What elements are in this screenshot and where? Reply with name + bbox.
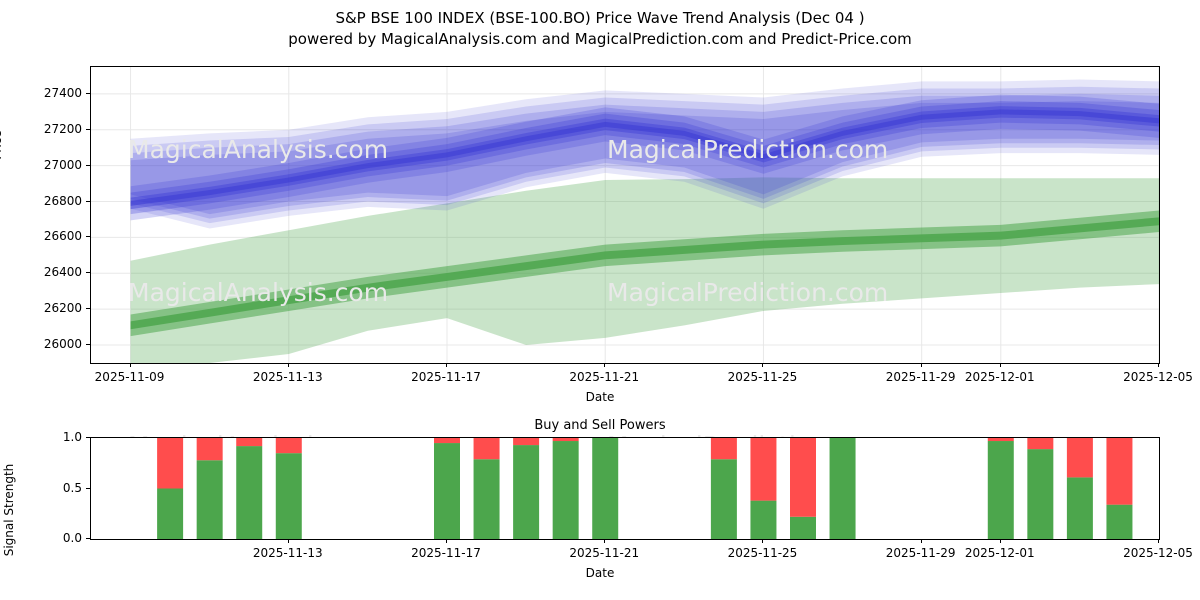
price-ytick-mark bbox=[86, 165, 90, 166]
price-ytick-mark bbox=[86, 129, 90, 130]
sell-power-bar bbox=[553, 438, 579, 441]
price-ytick-label: 27200 bbox=[0, 122, 82, 136]
price-ytick-label: 27400 bbox=[0, 86, 82, 100]
price-xtick-mark bbox=[604, 363, 605, 367]
signal-xtick-mark bbox=[604, 539, 605, 543]
buy-power-bar bbox=[1106, 505, 1132, 539]
price-ytick-mark bbox=[86, 201, 90, 202]
sell-power-bar bbox=[197, 438, 223, 460]
price-wave-chart bbox=[90, 66, 1160, 364]
price-ytick-label: 26000 bbox=[0, 337, 82, 351]
buy-power-bar bbox=[236, 446, 262, 539]
sell-power-bar bbox=[236, 438, 262, 446]
signal-xtick-label: 2025-11-13 bbox=[253, 546, 323, 560]
signal-xtick-mark bbox=[288, 539, 289, 543]
sell-power-bar bbox=[750, 438, 776, 501]
price-ytick-mark bbox=[86, 344, 90, 345]
buy-sell-powers-chart bbox=[90, 437, 1160, 540]
price-ytick-label: 27000 bbox=[0, 158, 82, 172]
buy-power-bar bbox=[474, 459, 500, 539]
price-xtick-mark bbox=[130, 363, 131, 367]
buy-power-bar bbox=[1067, 477, 1093, 539]
chart-page: S&P BSE 100 INDEX (BSE-100.BO) Price Wav… bbox=[0, 0, 1200, 600]
sell-power-bar bbox=[711, 438, 737, 459]
buy-power-bar bbox=[988, 441, 1014, 539]
sell-power-bar bbox=[790, 438, 816, 517]
price-xtick-label: 2025-11-21 bbox=[569, 370, 639, 384]
signal-xtick-mark bbox=[1158, 539, 1159, 543]
buy-power-bar bbox=[790, 517, 816, 539]
price-ytick-label: 26600 bbox=[0, 229, 82, 243]
sell-power-bar bbox=[474, 438, 500, 459]
price-xtick-label: 2025-11-29 bbox=[886, 370, 956, 384]
price-ytick-mark bbox=[86, 308, 90, 309]
sell-power-bar bbox=[1027, 438, 1053, 449]
signal-chart-xlabel: Date bbox=[540, 566, 660, 580]
signal-xtick-label: 2025-11-21 bbox=[569, 546, 639, 560]
price-xtick-label: 2025-11-25 bbox=[728, 370, 798, 384]
price-xtick-label: 2025-12-01 bbox=[965, 370, 1035, 384]
page-title: S&P BSE 100 INDEX (BSE-100.BO) Price Wav… bbox=[0, 8, 1200, 50]
signal-xtick-mark bbox=[1000, 539, 1001, 543]
price-chart-ylabel: Price bbox=[0, 75, 4, 215]
price-ytick-mark bbox=[86, 236, 90, 237]
price-xtick-mark bbox=[446, 363, 447, 367]
signal-ytick-mark bbox=[86, 488, 90, 489]
buy-power-bar bbox=[157, 489, 183, 540]
sell-power-bar bbox=[434, 438, 460, 443]
sell-power-bar bbox=[1106, 438, 1132, 505]
price-ytick-label: 26400 bbox=[0, 265, 82, 279]
buy-power-bar bbox=[750, 501, 776, 539]
signal-xtick-label: 2025-11-29 bbox=[886, 546, 956, 560]
price-xtick-label: 2025-11-17 bbox=[411, 370, 481, 384]
buy-power-bar bbox=[276, 453, 302, 539]
price-xtick-mark bbox=[288, 363, 289, 367]
sell-power-bar bbox=[988, 438, 1014, 441]
buy-power-bar bbox=[197, 460, 223, 539]
price-xtick-mark bbox=[921, 363, 922, 367]
signal-chart-title: Buy and Sell Powers bbox=[0, 418, 1200, 433]
price-xtick-label: 2025-12-05 bbox=[1123, 370, 1193, 384]
price-xtick-label: 2025-11-13 bbox=[253, 370, 323, 384]
signal-xtick-label: 2025-12-01 bbox=[965, 546, 1035, 560]
buy-power-bar bbox=[1027, 449, 1053, 539]
price-ytick-label: 26200 bbox=[0, 301, 82, 315]
signal-ytick-mark bbox=[86, 538, 90, 539]
buy-power-bar bbox=[830, 438, 856, 539]
buy-power-bar bbox=[711, 459, 737, 539]
price-wave-svg bbox=[91, 67, 1159, 363]
buy-power-bar bbox=[513, 445, 539, 539]
buy-sell-bars-svg bbox=[91, 438, 1159, 539]
price-chart-xlabel: Date bbox=[540, 390, 660, 404]
price-ytick-mark bbox=[86, 272, 90, 273]
price-ytick-mark bbox=[86, 93, 90, 94]
price-xtick-label: 2025-11-09 bbox=[95, 370, 165, 384]
signal-xtick-label: 2025-12-05 bbox=[1123, 546, 1193, 560]
price-xtick-mark bbox=[762, 363, 763, 367]
signal-xtick-mark bbox=[921, 539, 922, 543]
buy-power-bar bbox=[592, 438, 618, 539]
sell-power-bar bbox=[1067, 438, 1093, 477]
sell-power-bar bbox=[157, 438, 183, 489]
signal-xtick-mark bbox=[446, 539, 447, 543]
sell-power-bar bbox=[513, 438, 539, 445]
buy-power-bar bbox=[553, 441, 579, 539]
chart-title-line-1: S&P BSE 100 INDEX (BSE-100.BO) Price Wav… bbox=[0, 8, 1200, 29]
signal-chart-ylabel: Signal Strength bbox=[2, 440, 16, 580]
price-xtick-mark bbox=[1000, 363, 1001, 367]
signal-xtick-mark bbox=[762, 539, 763, 543]
sell-power-bar bbox=[276, 438, 302, 453]
signal-ytick-mark bbox=[86, 437, 90, 438]
price-ytick-label: 26800 bbox=[0, 194, 82, 208]
signal-xtick-label: 2025-11-17 bbox=[411, 546, 481, 560]
chart-title-line-2: powered by MagicalAnalysis.com and Magic… bbox=[0, 29, 1200, 50]
buy-power-bar bbox=[434, 443, 460, 539]
signal-xtick-label: 2025-11-25 bbox=[728, 546, 798, 560]
price-xtick-mark bbox=[1158, 363, 1159, 367]
